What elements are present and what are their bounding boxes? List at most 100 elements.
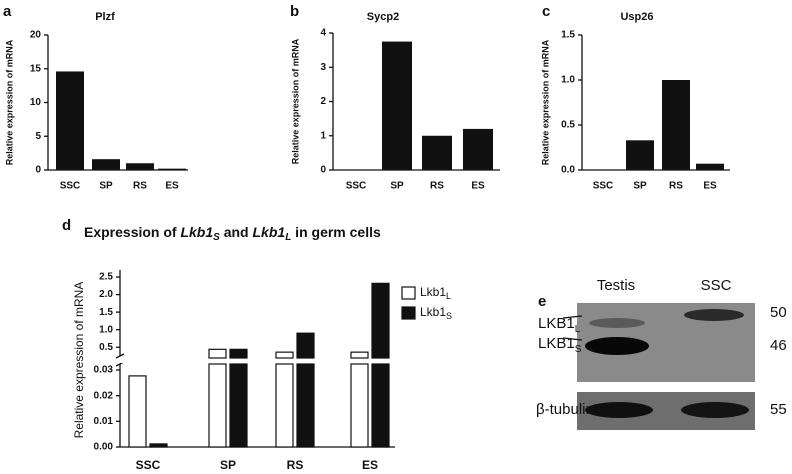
y-tick-label: 0.01 bbox=[94, 416, 114, 427]
size-label: 46 bbox=[770, 337, 787, 354]
x-tick-label: RS bbox=[133, 181, 147, 192]
legend-name: Lkb1 bbox=[420, 285, 446, 299]
bar bbox=[229, 348, 248, 448]
y-tick-label: 0 bbox=[35, 165, 41, 176]
panel-label: b bbox=[290, 3, 299, 20]
bar-lower bbox=[296, 363, 315, 448]
break-gap bbox=[121, 359, 396, 363]
bar bbox=[149, 443, 168, 448]
chart-title: Expression of Lkb1S and Lkb1L in germ ce… bbox=[84, 224, 381, 243]
bar bbox=[626, 140, 654, 170]
band bbox=[681, 402, 749, 418]
bar bbox=[662, 80, 690, 170]
chart-title: Plzf bbox=[95, 11, 115, 23]
band bbox=[684, 309, 744, 321]
y-tick-label: 2.0 bbox=[99, 289, 113, 300]
bar-upper bbox=[350, 351, 369, 359]
bar bbox=[92, 159, 120, 170]
y-tick-label: 20 bbox=[30, 30, 42, 41]
x-tick-label: SSC bbox=[346, 181, 367, 192]
bar bbox=[382, 41, 412, 170]
y-tick-label: 1.0 bbox=[561, 75, 575, 86]
band bbox=[585, 402, 653, 418]
legend-sub: L bbox=[446, 291, 451, 301]
y-tick-label: 0.03 bbox=[94, 365, 114, 376]
legend-name: Lkb1 bbox=[420, 305, 446, 319]
legend-label: Lkb1S bbox=[420, 305, 452, 321]
y-tick-label: 2 bbox=[320, 96, 326, 107]
bar bbox=[350, 351, 369, 448]
band bbox=[589, 318, 645, 328]
bar-lower bbox=[275, 363, 294, 448]
lane-label: Testis bbox=[597, 277, 635, 294]
y-tick-label: 0.5 bbox=[99, 342, 113, 353]
bar bbox=[126, 163, 154, 170]
bar bbox=[158, 168, 186, 170]
bar bbox=[371, 282, 390, 448]
bar-upper bbox=[208, 348, 227, 359]
y-tick-label: 0.0 bbox=[561, 165, 575, 176]
x-tick-label: SP bbox=[99, 181, 113, 192]
bar bbox=[128, 375, 147, 448]
y-tick-label: 3 bbox=[320, 62, 326, 73]
bar bbox=[56, 71, 84, 170]
panel-label: d bbox=[62, 217, 71, 234]
y-axis-label: Relative expression of mRNA bbox=[4, 39, 14, 165]
x-tick-label: RS bbox=[430, 181, 444, 192]
bar-upper bbox=[275, 351, 294, 359]
bar bbox=[696, 163, 724, 170]
size-label: 55 bbox=[770, 401, 787, 418]
y-tick-label: 0 bbox=[320, 165, 326, 176]
y-axis-label: Relative expression of mRNA bbox=[540, 39, 550, 165]
y-tick-label: 0.5 bbox=[561, 120, 575, 131]
blot: e Testis SSC LKB1L LKB1S β-tubulin 50 46… bbox=[536, 277, 787, 430]
bar bbox=[296, 332, 315, 448]
bar-lower bbox=[350, 363, 369, 448]
panel-label: c bbox=[542, 3, 550, 20]
panel-label: a bbox=[3, 3, 12, 20]
x-tick-label: SSC bbox=[60, 181, 81, 192]
lane-label: SSC bbox=[701, 277, 732, 294]
x-tick-label: RS bbox=[669, 181, 683, 192]
y-tick-label: 15 bbox=[30, 63, 42, 74]
y-tick-label: 0.00 bbox=[94, 442, 114, 453]
x-tick-label: SP bbox=[390, 181, 404, 192]
x-tick-label: ES bbox=[703, 181, 717, 192]
y-tick-label: 0.02 bbox=[94, 390, 114, 401]
x-tick-label: ES bbox=[362, 458, 378, 472]
y-tick-label: 1.5 bbox=[99, 307, 113, 318]
legend-swatch bbox=[401, 306, 416, 320]
bar-lower bbox=[371, 363, 390, 448]
x-tick-label: SP bbox=[633, 181, 647, 192]
x-tick-label: SP bbox=[220, 458, 236, 472]
band bbox=[585, 337, 649, 355]
axis-break bbox=[115, 353, 125, 359]
bar bbox=[463, 128, 493, 170]
legend-swatch bbox=[401, 286, 416, 300]
band-label: LKB1L bbox=[538, 315, 581, 335]
y-tick-label: 4 bbox=[320, 28, 326, 39]
x-tick-label: ES bbox=[471, 181, 485, 192]
bar bbox=[208, 348, 227, 448]
pointer bbox=[562, 337, 583, 341]
size-label: 50 bbox=[770, 304, 787, 321]
y-tick-label: 5 bbox=[35, 131, 41, 142]
x-tick-label: SSC bbox=[593, 181, 614, 192]
x-tick-label: ES bbox=[165, 181, 179, 192]
pointer bbox=[562, 315, 583, 319]
x-tick-label: RS bbox=[287, 458, 304, 472]
y-axis-label: Relative expression of mRNA bbox=[72, 282, 86, 439]
bar-lower bbox=[229, 363, 248, 448]
y-tick-label: 10 bbox=[30, 97, 42, 108]
band-label: β-tubulin bbox=[536, 401, 594, 418]
bar-upper bbox=[371, 282, 390, 359]
legend-sub: S bbox=[446, 311, 452, 321]
panel-label: e bbox=[538, 293, 546, 310]
bar-lower bbox=[208, 363, 227, 448]
y-tick-label: 2.5 bbox=[99, 272, 113, 283]
bar-upper bbox=[296, 332, 315, 359]
chart-title: Sycp2 bbox=[367, 11, 399, 23]
bar bbox=[422, 135, 452, 170]
y-tick-label: 1 bbox=[320, 130, 326, 141]
